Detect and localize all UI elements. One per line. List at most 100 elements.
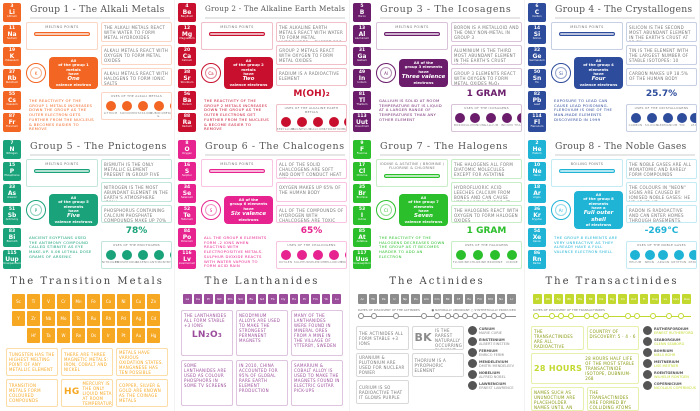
- panel-title: Group 8 - The Noble Gases: [555, 141, 687, 152]
- element-tile: 35 Br Bromine: [353, 184, 371, 203]
- portrait-icon: [468, 348, 477, 357]
- left-column: Melting Points Al All of the group 3 elemen…: [376, 22, 448, 132]
- use-item: Thallium: [514, 112, 521, 127]
- portrait-icon: [468, 381, 477, 390]
- fact-box: In 2010, China accounted for 95% of glob…: [236, 360, 288, 406]
- element-tiles: 6 C Carbon 14 Si Silicon 32 Ge Germanium 50 Sn Tin 8…: [528, 3, 546, 132]
- use-item: Aluminium: [466, 112, 484, 127]
- valence-row: K All of the group 1 metals have One valence …: [26, 53, 98, 93]
- timeline-node: [602, 313, 609, 319]
- atomic-number: 4: [185, 4, 189, 9]
- element-name: Rubidium: [5, 80, 19, 84]
- valence-text: All of the: [413, 60, 434, 66]
- element-symbol: B: [359, 8, 365, 16]
- valence-text: valence electrons: [404, 218, 443, 224]
- fact-text: The actinides all form stable +3 ions: [359, 330, 404, 346]
- use-icon: [630, 249, 641, 260]
- highlight-number: M(OH)₂: [293, 89, 330, 99]
- use-item: Magnesium: [291, 116, 311, 131]
- element-tile: 114 Fl Flerovium: [528, 113, 546, 132]
- use-icon: [169, 249, 171, 260]
- scientist-item: Curium Marie Curie: [468, 326, 522, 335]
- valence-text: have: [418, 208, 429, 214]
- reactivity-fact: Ancient Egyptians used the antimony comp…: [29, 235, 92, 259]
- use-icon: [644, 249, 655, 260]
- scientist-text: Lawrencium Ernest Lawrence: [479, 382, 514, 390]
- timeline-node: [567, 313, 574, 319]
- valence-text: group 3 elements: [404, 64, 443, 70]
- fact-box: All of the solid chalcogens are soft and…: [276, 159, 347, 179]
- element-name: Selenium: [180, 195, 194, 199]
- element-tile: Ac: [358, 294, 367, 304]
- element-name: Chlorine: [356, 173, 368, 177]
- reactivity-fact: Exposure to lead can cause lead poisonin…: [554, 98, 613, 122]
- element-name: Sulphur: [181, 173, 192, 177]
- element-name: Carbon: [532, 14, 542, 18]
- element-tile: Co: [102, 294, 115, 309]
- valence-highlight: All of the group 4 elements have Four valenc…: [574, 56, 623, 90]
- actinides-panel: The Actinides Ac Th Pa U Np Pu Am Cm Bk Cf Es Fm Md No…: [350, 274, 525, 411]
- scientist-text: Bohrium Niels Bohr: [654, 349, 675, 357]
- valence-row: Ar All of the group 8 elements have a Full o…: [551, 190, 623, 230]
- element-tile: Np: [400, 294, 410, 304]
- use-icon: [312, 249, 323, 260]
- atomic-number: 51: [8, 207, 16, 212]
- use-label: Tellurium: [324, 259, 343, 264]
- use-item: Barium: [343, 116, 346, 131]
- fact-box: Bismuth is the only metallic element pre…: [101, 159, 172, 179]
- scientist-name: Glenn Seaborg: [654, 341, 685, 346]
- element-tile: Ag: [132, 311, 145, 326]
- element-name: Seaborgium: [654, 337, 681, 342]
- element-tile: W: [57, 328, 70, 343]
- element-symbol: Ga: [357, 52, 367, 60]
- melting-points-label: Boiling Points: [570, 162, 604, 166]
- element-tile: 20 Ca Calcium: [178, 47, 196, 66]
- element-name: Astatine: [356, 239, 368, 243]
- element-name: Polonium: [181, 239, 193, 243]
- valence-text: Six valence: [230, 211, 267, 218]
- element-name: Tin: [535, 80, 539, 84]
- valence-row: Al All of the group 3 elements have Three va…: [376, 53, 448, 93]
- valence-text: of the group 2 metals: [233, 62, 264, 72]
- fact-box: Neodymium alloys are used to make the st…: [236, 310, 288, 356]
- element-tile: Cn: [618, 294, 628, 304]
- fact-text: Names such as Ununoctium are placeholder…: [534, 390, 576, 410]
- element-tile: Hs: [575, 294, 585, 304]
- scientist-text: Einsteinium Albert Einstein: [479, 338, 509, 346]
- element-symbol: Ba: [182, 96, 192, 104]
- element-symbol: Ar: [533, 189, 541, 197]
- element-tile: Sc: [12, 294, 25, 309]
- atomic-number: 18: [533, 185, 541, 190]
- valence-text: of the group 1 metals: [58, 62, 89, 72]
- use-label: Argon: [657, 259, 670, 264]
- subtitle-line: [555, 154, 695, 156]
- timeline-node: [481, 313, 488, 319]
- element-tile: Er: [300, 294, 310, 304]
- right-column: The alkali metals react with water to fo…: [101, 22, 172, 120]
- group-panel: 8 O Oxygen 16 S Sulphur 34 Se Selenium 52 Te Tellur…: [175, 137, 350, 274]
- atom-diagram: K: [26, 63, 46, 83]
- fact-box: There are three magnetic metals: Iron, C…: [61, 348, 113, 376]
- element-tile: No: [496, 294, 506, 304]
- element-symbol: Na: [7, 30, 17, 38]
- highlight-value: Hg: [64, 387, 80, 398]
- timeline: [358, 313, 516, 319]
- melting-points-box: Iodine & Astatine / Bromine / Fluorine &…: [376, 159, 448, 187]
- valence-text: All: [595, 191, 602, 197]
- melting-points-box: Melting Points: [201, 159, 273, 187]
- use-label: Oxygen: [278, 259, 293, 264]
- portrait-icon: [468, 337, 477, 346]
- right-column: Silicon is the second most abundant elem…: [626, 22, 697, 132]
- fact-box: Tin is the element with the largest numb…: [626, 45, 697, 65]
- valence-text: have: [68, 208, 79, 214]
- element-symbol: Uup: [5, 255, 19, 263]
- atomic-number: 117: [357, 251, 367, 256]
- element-tile: 31 Ga Gallium: [353, 47, 371, 66]
- uses-row: NitrogenPhosphorusArsenicAntimonyBismuth: [102, 249, 171, 264]
- use-item: Germanium: [657, 112, 677, 127]
- use-icon: [673, 249, 684, 260]
- use-item: Krypton: [671, 249, 686, 264]
- element-tile: Hg: [147, 328, 160, 343]
- use-label: Francium: [165, 110, 172, 115]
- element-tile: 12 Mg Magnesium: [178, 25, 196, 44]
